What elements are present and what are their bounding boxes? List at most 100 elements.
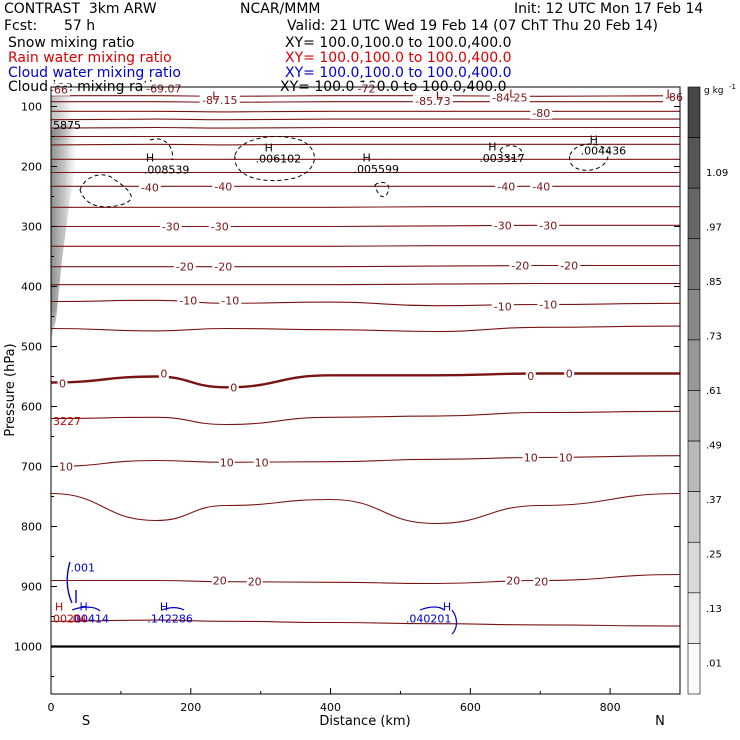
- field-name-snow: Snow mixing ratio: [8, 35, 135, 51]
- label-mask: [557, 451, 574, 464]
- isotherm-line: [51, 264, 680, 268]
- label-mask: [219, 294, 242, 307]
- label-mask: [530, 107, 553, 120]
- label-mask: [158, 367, 169, 380]
- x-tick-label: 200: [180, 701, 201, 714]
- label-mask: [491, 300, 514, 313]
- label-mask: [177, 294, 200, 307]
- isotherm-label: -85.73: [415, 95, 450, 108]
- colorbar-unit-exponent: -1: [729, 83, 736, 91]
- max-value-label: .004436: [581, 144, 627, 157]
- colorbar-label: .49: [706, 441, 722, 452]
- high-marker: H: [265, 141, 273, 154]
- forecast-hours: 57 h: [64, 18, 96, 34]
- isotherm-label: -10: [221, 294, 239, 307]
- colorbar-label: .25: [706, 550, 722, 561]
- colorbar-label: .61: [706, 386, 722, 397]
- max-value-label: .006102: [256, 153, 302, 166]
- south-end-label: S: [82, 714, 90, 729]
- snow-shading: [51, 95, 81, 350]
- cloud-contours: [66, 136, 609, 635]
- isotherm-label: -20: [214, 261, 232, 274]
- y-tick-label: 600: [21, 401, 42, 414]
- high-marker: H: [79, 600, 87, 613]
- y-axis-title: Pressure (hPa): [3, 343, 18, 436]
- isotherm-label: -30: [162, 221, 180, 234]
- isotherm-line: [51, 455, 680, 468]
- label-mask: [491, 219, 514, 232]
- label-mask: [57, 460, 74, 473]
- isotherm-label: -40: [214, 180, 232, 193]
- colorbar-swatch: [687, 238, 701, 290]
- isotherm-line: [51, 245, 680, 247]
- isotherm-line: [51, 101, 680, 103]
- isotherm-label: -40: [497, 180, 515, 193]
- label-mask: [246, 575, 263, 588]
- label-mask: [208, 220, 231, 233]
- isotherm-line: [51, 325, 680, 333]
- max-value-label: 00414: [74, 612, 109, 625]
- high-marker: H: [590, 134, 598, 147]
- isotherm-line: [51, 492, 680, 525]
- colorbar-swatch: [687, 440, 701, 492]
- field-name-cloud-water: Cloud water mixing ratio: [8, 65, 181, 81]
- colorbar-swatch: [687, 339, 701, 391]
- x-tick-label: 400: [320, 701, 341, 714]
- isotherm-label: -84.25: [492, 92, 527, 105]
- y-tick-label: 1000: [14, 641, 42, 654]
- low-marker: L: [436, 90, 443, 103]
- label-mask: [218, 456, 235, 469]
- label-mask: [173, 260, 196, 273]
- low-marker: L: [212, 90, 219, 103]
- field-xy-rain: XY= 100.0,100.0 to 100.0,400.0: [285, 50, 512, 66]
- colorbar-swatch: [687, 187, 701, 240]
- isotherm-line: [51, 143, 680, 146]
- colorbar-swatch: [687, 541, 701, 594]
- isotherm-label: 0: [566, 368, 573, 381]
- label-mask: [212, 180, 235, 193]
- isotherm-line: [51, 410, 680, 426]
- isotherm-label: -87.15: [202, 94, 237, 107]
- isotherm-label: 20: [506, 575, 520, 588]
- isotherm-label: -69.07: [146, 83, 181, 96]
- label-mask: [212, 260, 235, 273]
- max-value-label: 3227: [53, 415, 81, 428]
- isotherm-label: 20: [534, 576, 548, 589]
- label-mask: [355, 82, 378, 95]
- isotherm-label: 10: [59, 461, 73, 474]
- y-tick-label: 800: [21, 521, 42, 534]
- valid-time: Valid: 21 UTC Wed 19 Feb 14 (07 ChT Thu …: [287, 18, 659, 34]
- colorbar-swatch: [687, 491, 701, 543]
- label-mask: [537, 219, 560, 232]
- isotherm-line: [51, 110, 680, 113]
- max-value-label: 5875: [53, 119, 81, 132]
- isotherm-line: [51, 372, 680, 389]
- max-value-label: .008539: [144, 164, 190, 177]
- isotherm-line: [51, 282, 680, 286]
- plot-frame: [50, 86, 681, 695]
- label-mask: [199, 93, 240, 106]
- colorbar-swatch: [687, 592, 701, 644]
- label-mask: [558, 259, 581, 272]
- isotherm-label: 10: [220, 456, 234, 469]
- isotherm-label: -72: [358, 83, 376, 96]
- colorbar-swatch: [687, 137, 701, 189]
- isotherm-label: -10: [539, 299, 557, 312]
- colorbar-label: .73: [706, 332, 722, 343]
- isotherm-label: 0: [59, 378, 66, 391]
- y-tick-label: 100: [21, 101, 42, 114]
- max-value-label: 0021: [53, 612, 81, 625]
- max-value-label: 04: [73, 612, 87, 625]
- isotherm-line: [51, 299, 680, 307]
- max-value-label: .142286: [147, 612, 193, 625]
- max-value-label: .003317: [479, 152, 525, 165]
- label-mask: [509, 259, 532, 272]
- label-mask: [525, 369, 536, 382]
- isotherm-line: [51, 224, 680, 228]
- y-tick-label: 500: [21, 341, 42, 354]
- label-mask: [159, 220, 182, 233]
- high-marker: H: [146, 152, 154, 165]
- isotherm-label: 0: [527, 370, 534, 383]
- field-name-rain: Rain water mixing ratio: [8, 50, 172, 66]
